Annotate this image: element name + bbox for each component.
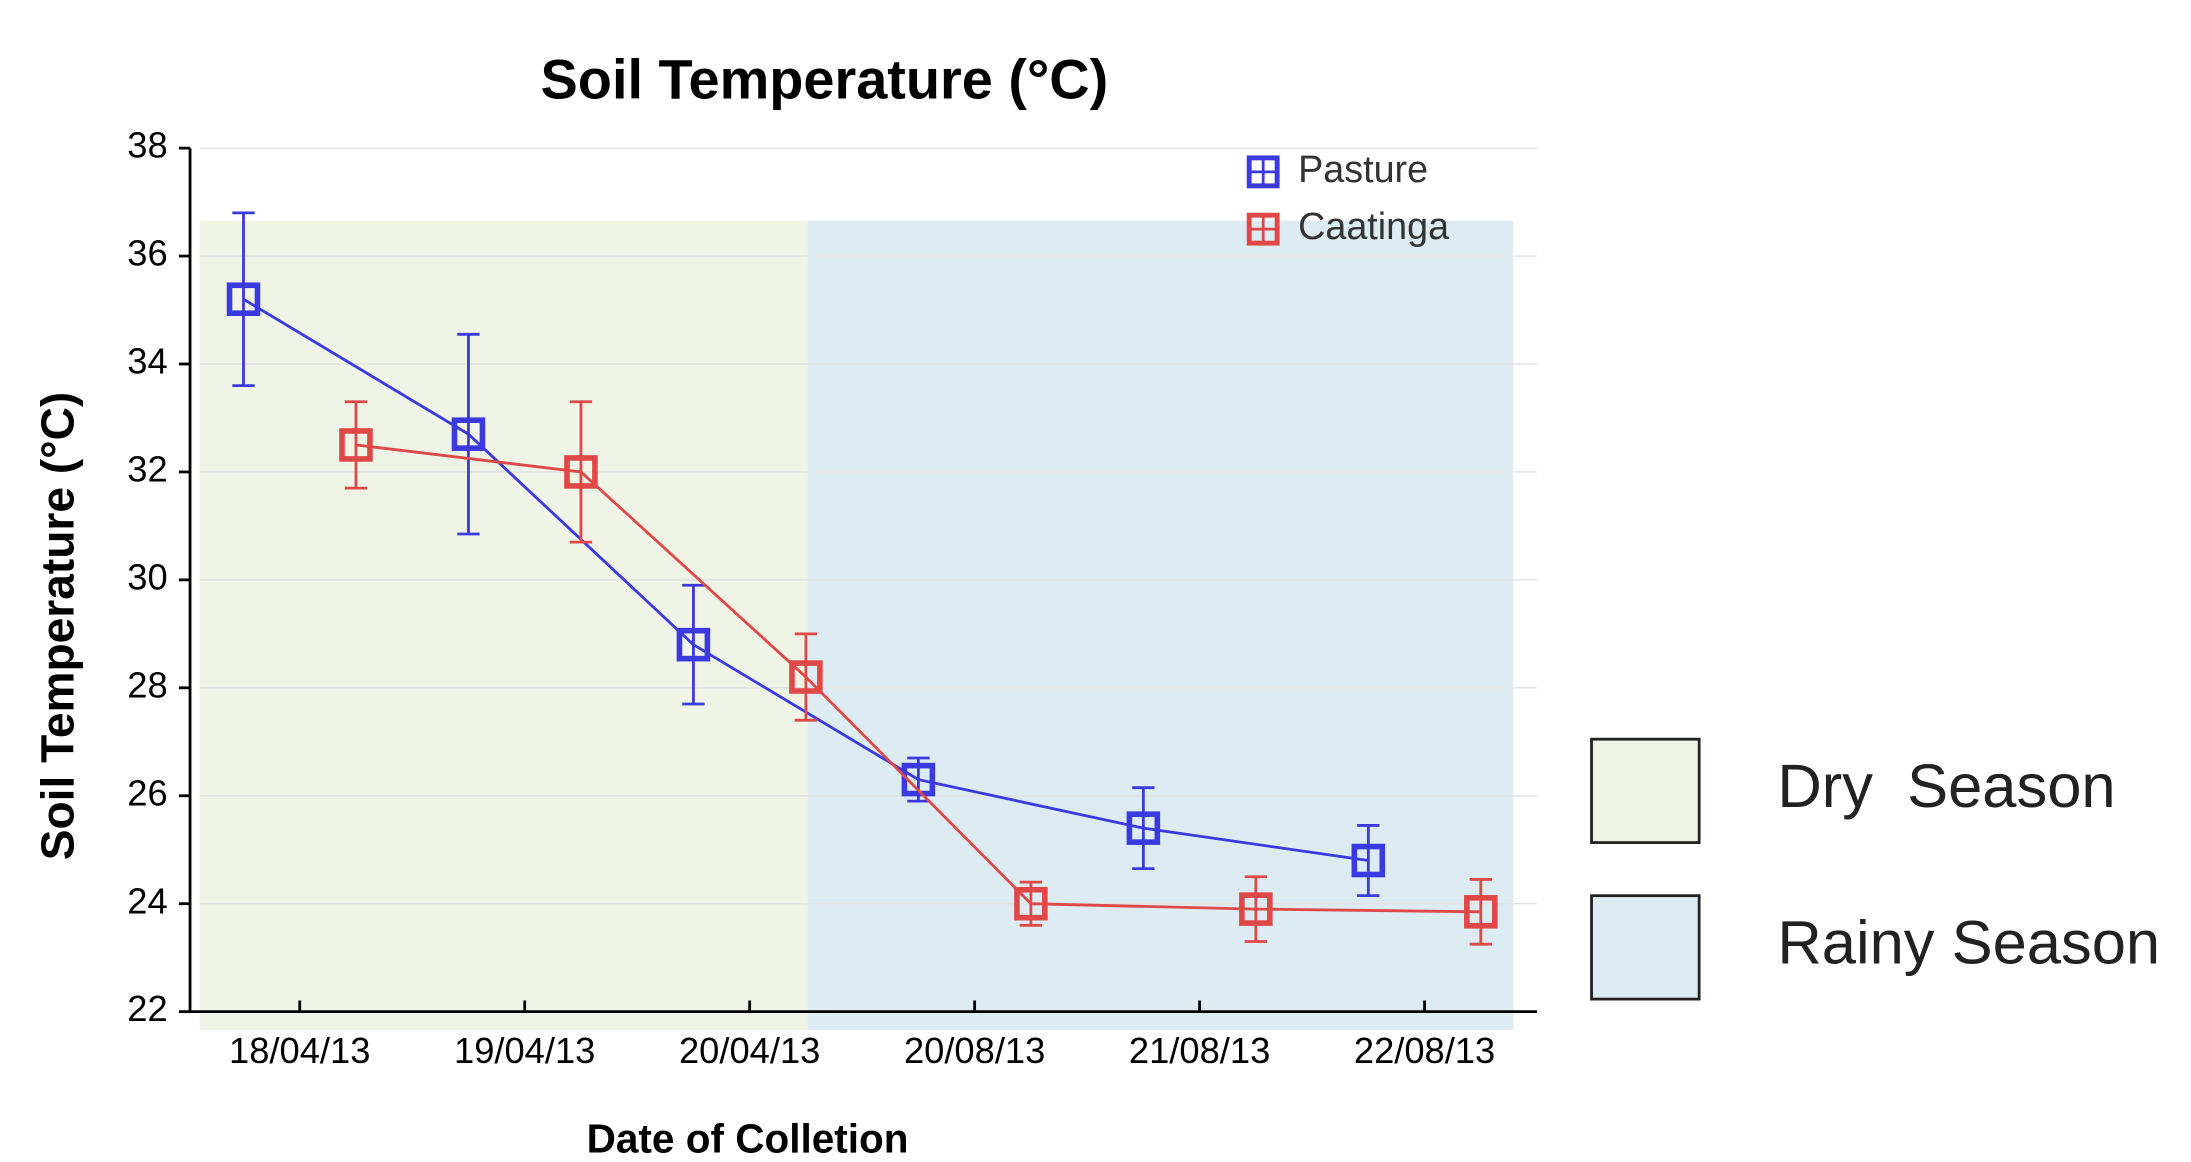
- season-legend-label: Rainy Season: [1777, 909, 2160, 978]
- error-bar: [794, 632, 818, 722]
- error-bar: [1469, 878, 1492, 946]
- season-region: [199, 220, 808, 1030]
- point-marker: [789, 660, 823, 694]
- y-tick-label: 26: [127, 772, 167, 813]
- x-tick-label: 18/04/13: [229, 1030, 370, 1071]
- legend-marker-cross: [1249, 215, 1278, 244]
- season-legend-label: Dry Season: [1777, 752, 2115, 821]
- legend-label: Pasture: [1298, 148, 1428, 190]
- error-bar: [682, 583, 705, 706]
- x-tick-label: 19/04/13: [454, 1030, 595, 1071]
- error-bar: [569, 400, 593, 544]
- x-axis-label: Date of Colletion: [587, 1115, 909, 1161]
- y-tick-label: 36: [127, 233, 167, 274]
- error-bar: [1244, 875, 1268, 943]
- point-marker: [676, 627, 711, 662]
- point-marker: [901, 762, 936, 797]
- x-tick-label: 20/04/13: [679, 1030, 820, 1071]
- point-marker: [451, 417, 486, 451]
- y-tick-label: 32: [127, 449, 167, 490]
- point-marker: [1126, 811, 1161, 845]
- x-tick-label: 20/08/13: [904, 1030, 1045, 1071]
- y-tick-label: 34: [127, 341, 167, 382]
- y-tick-label: 38: [127, 125, 167, 166]
- x-tick-label: 21/08/13: [1129, 1030, 1270, 1071]
- error-bar: [1357, 824, 1380, 898]
- point-marker: [339, 428, 373, 462]
- y-tick-label: 30: [127, 556, 167, 597]
- legend-marker-cross: [1249, 157, 1278, 186]
- error-bar: [344, 400, 368, 490]
- point-marker: [226, 282, 261, 317]
- legend-label: Caatinga: [1298, 205, 1449, 247]
- season-legend-box: [1590, 894, 1701, 1001]
- y-tick-label: 22: [127, 988, 167, 1029]
- season-legend-box: [1590, 737, 1701, 844]
- season-region: [807, 220, 1514, 1030]
- error-bar: [457, 332, 480, 536]
- point-marker: [1351, 843, 1386, 878]
- point-marker: [1014, 886, 1048, 921]
- point-marker: [564, 455, 598, 489]
- series-line: [355, 443, 1481, 914]
- error-bar: [232, 211, 255, 387]
- y-tick-label: 24: [127, 880, 167, 921]
- error-bar: [1132, 786, 1155, 871]
- point-marker: [1464, 895, 1498, 929]
- x-tick-label: 22/08/13: [1354, 1030, 1495, 1071]
- y-axis-label: Soil Temperature (°C): [32, 392, 84, 861]
- y-tick-label: 28: [127, 664, 167, 705]
- chart-title: Soil Temperature (°C): [541, 48, 1109, 111]
- point-marker: [1239, 892, 1273, 926]
